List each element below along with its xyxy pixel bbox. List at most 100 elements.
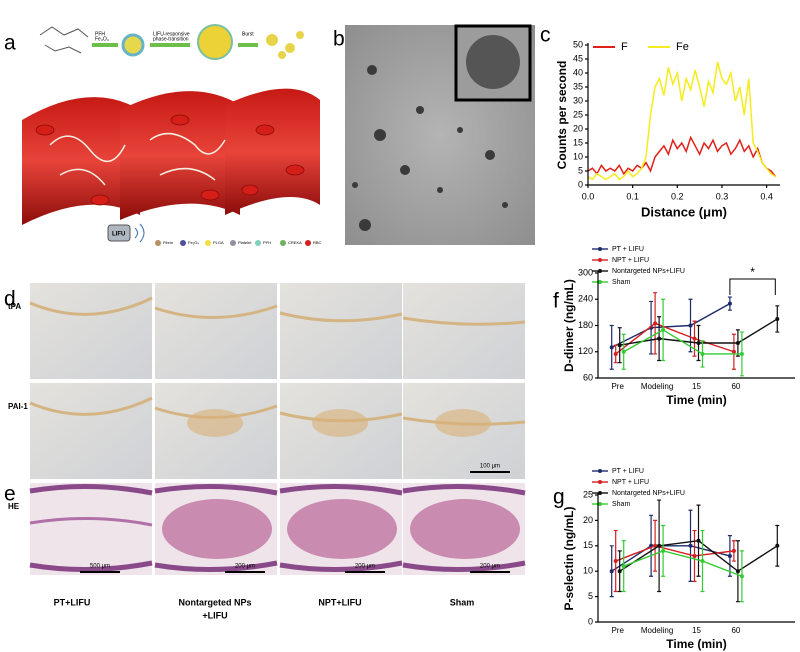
label: 0.2 (671, 191, 684, 201)
label: PAI-1 (8, 402, 28, 411)
label: Time (min) (666, 637, 726, 651)
legend-dot (598, 502, 602, 506)
label: Sham (612, 279, 630, 286)
point (731, 349, 736, 354)
legend-dot (598, 491, 602, 495)
point (688, 323, 693, 328)
point (657, 543, 662, 548)
label: PT + LIFU (612, 468, 644, 475)
point (621, 564, 626, 569)
label: e (4, 483, 16, 506)
label: Nontargeted NPs+LIFU (612, 268, 685, 275)
legend-swatch (305, 240, 311, 246)
thrombus (162, 499, 272, 559)
label: Nontargeted NPs (178, 597, 251, 607)
legend-swatch (155, 240, 161, 246)
vessel-wall (154, 304, 278, 319)
label: Modeling (641, 626, 673, 635)
histology (29, 283, 526, 575)
label: Time (min) (666, 393, 726, 407)
point (700, 351, 705, 356)
label: NPT + LIFU (612, 479, 649, 486)
point (727, 553, 732, 558)
micrograph (30, 283, 152, 379)
vessel (225, 88, 320, 215)
stain (435, 409, 491, 437)
vessel-wall (154, 483, 278, 573)
label: Pre (611, 626, 624, 635)
label: 0.4 (760, 191, 773, 201)
label: 25 (583, 489, 593, 499)
vessel-wall (402, 316, 526, 326)
label: 20 (583, 515, 593, 525)
label: 15 (692, 382, 701, 391)
label: 10 (573, 151, 583, 161)
label: 300 (578, 267, 593, 277)
thrombus (287, 499, 397, 559)
point (657, 336, 662, 341)
legend-dot (598, 280, 602, 284)
label: RBC (313, 240, 322, 245)
vessel-wall (279, 311, 403, 323)
burst (266, 31, 304, 59)
point (739, 574, 744, 579)
point (739, 351, 744, 356)
vessel-wall (279, 483, 403, 573)
fibrin (49, 132, 226, 186)
label: 50 (573, 39, 583, 49)
axes (587, 43, 780, 186)
series-line (623, 329, 742, 355)
vessel-wall (29, 296, 153, 316)
vessel-wall (29, 516, 153, 527)
vessel-wall (402, 483, 526, 573)
label: HE (8, 502, 20, 511)
droplet (197, 24, 233, 60)
point (735, 569, 740, 574)
series-line (615, 322, 735, 355)
label: 240 (578, 294, 593, 304)
label: phase-transition (153, 36, 189, 42)
tem-particles (352, 65, 508, 231)
label: 5 (578, 165, 583, 175)
legend-dot (598, 469, 602, 473)
legend-swatch (280, 240, 286, 246)
label: 60 (731, 626, 740, 635)
label: tPA (8, 302, 21, 311)
axes (597, 271, 795, 379)
label: 15 (692, 626, 701, 635)
label: 15 (573, 137, 583, 147)
label: PFH (95, 31, 105, 37)
series-line (587, 135, 777, 178)
label: 40 (573, 67, 583, 77)
label: 100 μm (480, 464, 500, 470)
label: f (553, 290, 559, 313)
label: Fe (676, 41, 689, 53)
ultrasound-waves (134, 223, 145, 243)
nanoparticle (121, 33, 145, 57)
label: +LIFU (202, 610, 227, 620)
micrograph (30, 383, 152, 479)
label: c (540, 24, 551, 47)
label: PFH (263, 240, 271, 245)
micrograph (280, 283, 402, 379)
rbc (35, 114, 305, 206)
legend-dot (598, 480, 602, 484)
point (692, 553, 697, 558)
series-line (611, 545, 731, 572)
legend-dot (598, 258, 602, 262)
point (688, 543, 693, 548)
point (609, 345, 614, 350)
point (735, 341, 740, 345)
point (617, 569, 622, 574)
label: d (4, 288, 16, 311)
point (661, 327, 666, 332)
legend-dot (598, 247, 602, 251)
micrograph (30, 483, 152, 575)
label: a (4, 32, 16, 55)
point (700, 559, 705, 564)
axes (597, 493, 795, 623)
label: b (333, 28, 345, 51)
label: 25 (573, 109, 583, 119)
label: 200 μm (235, 564, 255, 570)
